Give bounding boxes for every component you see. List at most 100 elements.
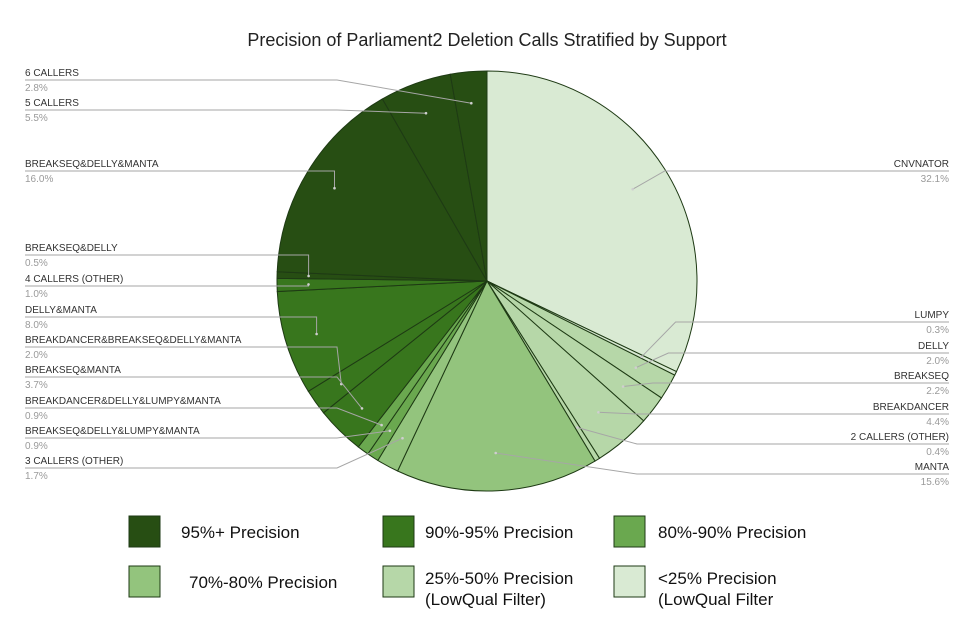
leader-dot <box>380 423 383 427</box>
leader-line <box>25 376 363 409</box>
slice-name-label: BREAKDANCER <box>873 402 949 413</box>
slice-percent-label: 1.7% <box>25 471 48 482</box>
slice-name-label: 3 CALLERS (OTHER) <box>25 456 123 467</box>
label-lumpy: LUMPY 0.3% <box>640 310 950 359</box>
leader-dot <box>307 283 310 286</box>
leader-dot <box>470 101 473 105</box>
slice-percent-label: 0.3% <box>926 325 949 336</box>
legend-swatch <box>382 515 415 548</box>
leader-line <box>495 452 949 475</box>
legend-swatch <box>382 565 415 598</box>
label-breakdancer: BREAKDANCER 4.4% <box>597 402 949 428</box>
slice-percent-label: 2.0% <box>926 356 949 367</box>
slice-percent-label: 1.0% <box>25 289 48 300</box>
legend-label: (LowQual Filter <box>658 590 774 609</box>
slice-manta <box>396 279 596 492</box>
label-breakseq-delly-manta: BREAKSEQ&DELLY&MANTA 16.0% <box>25 159 336 190</box>
legend: 95%+ Precision 90%-95% Precision 80%-90% P… <box>128 515 806 609</box>
legend-item-25-50-precision: 25%-50% Precision (LowQual Filter) <box>382 565 573 609</box>
leader-line <box>641 321 949 358</box>
slice-percent-label: 16.0% <box>25 174 53 185</box>
slice-percent-label: 0.5% <box>25 258 48 269</box>
slice-name-label: BREAKSEQ&DELLY&MANTA <box>25 159 159 170</box>
slice-name-label: LUMPY <box>915 310 950 321</box>
label-4-callers-other: 4 CALLERS (OTHER) 1.0% <box>25 274 310 300</box>
slice-percent-label: 5.5% <box>25 113 48 124</box>
label-2-callers-other: 2 CALLERS (OTHER) 0.4% <box>576 426 949 458</box>
slice-name-label: BREAKDANCER&BREAKSEQ&DELLY&MANTA <box>25 335 242 346</box>
label-cnvnator: CNVNATOR 32.1% <box>631 159 949 191</box>
leader-line <box>25 430 390 439</box>
leader-dot <box>333 186 336 190</box>
leader-dot <box>621 385 625 388</box>
slice-name-label: DELLY&MANTA <box>25 305 97 316</box>
slice-name-label: 5 CALLERS <box>25 98 79 109</box>
slice-percent-label: 2.2% <box>926 386 949 397</box>
slice-name-label: BREAKSEQ&DELLY <box>25 243 118 254</box>
slice-name-label: 2 CALLERS (OTHER) <box>851 432 949 443</box>
chart-title: Precision of Parliament2 Deletion Calls … <box>247 30 726 50</box>
slice-percent-label: 15.6% <box>921 477 949 488</box>
legend-item-90-95-precision: 90%-95% Precision <box>382 515 573 548</box>
leader-dot <box>634 366 638 370</box>
leader-line <box>25 346 342 385</box>
label-5-callers: 5 CALLERS 5.5% <box>25 98 428 124</box>
slice-percent-label: 3.7% <box>25 380 48 391</box>
legend-label: (LowQual Filter) <box>425 590 546 609</box>
legend-swatch <box>613 565 646 598</box>
slice-percent-label: 2.0% <box>25 350 48 361</box>
label-3-callers-other: 3 CALLERS (OTHER) 1.7% <box>25 436 404 482</box>
label-breakseq-delly: BREAKSEQ&DELLY 0.5% <box>25 243 310 278</box>
leader-line <box>25 109 427 114</box>
leader-line <box>632 170 949 190</box>
leader-dot <box>315 332 318 336</box>
label-6-callers: 6 CALLERS 2.8% <box>25 68 473 105</box>
leader-line <box>635 352 949 369</box>
legend-item-95-precision: 95%+ Precision <box>128 515 300 548</box>
legend-swatch <box>128 515 161 548</box>
slice-percent-label: 2.8% <box>25 83 48 94</box>
slice-name-label: CNVNATOR <box>894 159 949 170</box>
legend-item-80-90-precision: 80%-90% Precision <box>613 515 806 548</box>
leader-dot <box>597 411 600 414</box>
slice-percent-label: 0.4% <box>926 447 949 458</box>
leader-dot <box>494 451 498 455</box>
slice-percent-label: 0.9% <box>25 411 48 422</box>
slice-name-label: BREAKSEQ <box>894 371 949 382</box>
leader-dot <box>424 111 428 115</box>
leader-line <box>623 382 949 387</box>
slice-name-label: BREAKDANCER&DELLY&LUMPY&MANTA <box>25 396 221 407</box>
slice-percent-label: 32.1% <box>921 174 949 185</box>
leader-line <box>25 79 472 104</box>
slice-delly-manta <box>276 280 488 392</box>
leader-dot <box>576 426 579 429</box>
legend-swatch <box>128 565 161 598</box>
leader-dot <box>360 407 364 410</box>
leader-line <box>25 437 403 469</box>
legend-label: 80%-90% Precision <box>658 523 806 542</box>
pie-slices <box>276 70 698 492</box>
legend-label: 25%-50% Precision <box>425 569 573 588</box>
slice-cnvnator <box>486 70 698 373</box>
leader-line <box>25 170 335 189</box>
slice-breakseq-delly-manta <box>276 98 488 282</box>
legend-label: <25% Precision <box>658 569 777 588</box>
legend-label: 70%-80% Precision <box>189 573 337 592</box>
slice-name-label: 6 CALLERS <box>25 68 79 79</box>
slice-name-label: MANTA <box>915 462 950 473</box>
leader-line <box>598 411 949 415</box>
leader-line <box>25 407 382 426</box>
leader-line <box>577 427 949 445</box>
label-manta: MANTA 15.6% <box>494 451 950 488</box>
legend-item-70-80-precision: 70%-80% Precision <box>128 565 337 598</box>
slice-name-label: BREAKSEQ&DELLY&LUMPY&MANTA <box>25 426 200 437</box>
leader-line <box>25 254 310 276</box>
legend-label: 90%-95% Precision <box>425 523 573 542</box>
slice-percent-label: 8.0% <box>25 320 48 331</box>
leader-dot <box>388 429 392 433</box>
label-delly: DELLY 2.0% <box>634 341 949 370</box>
label-delly-manta: DELLY&MANTA 8.0% <box>25 305 318 336</box>
label-breakseq: BREAKSEQ 2.2% <box>621 371 949 397</box>
leader-dot <box>307 274 310 278</box>
